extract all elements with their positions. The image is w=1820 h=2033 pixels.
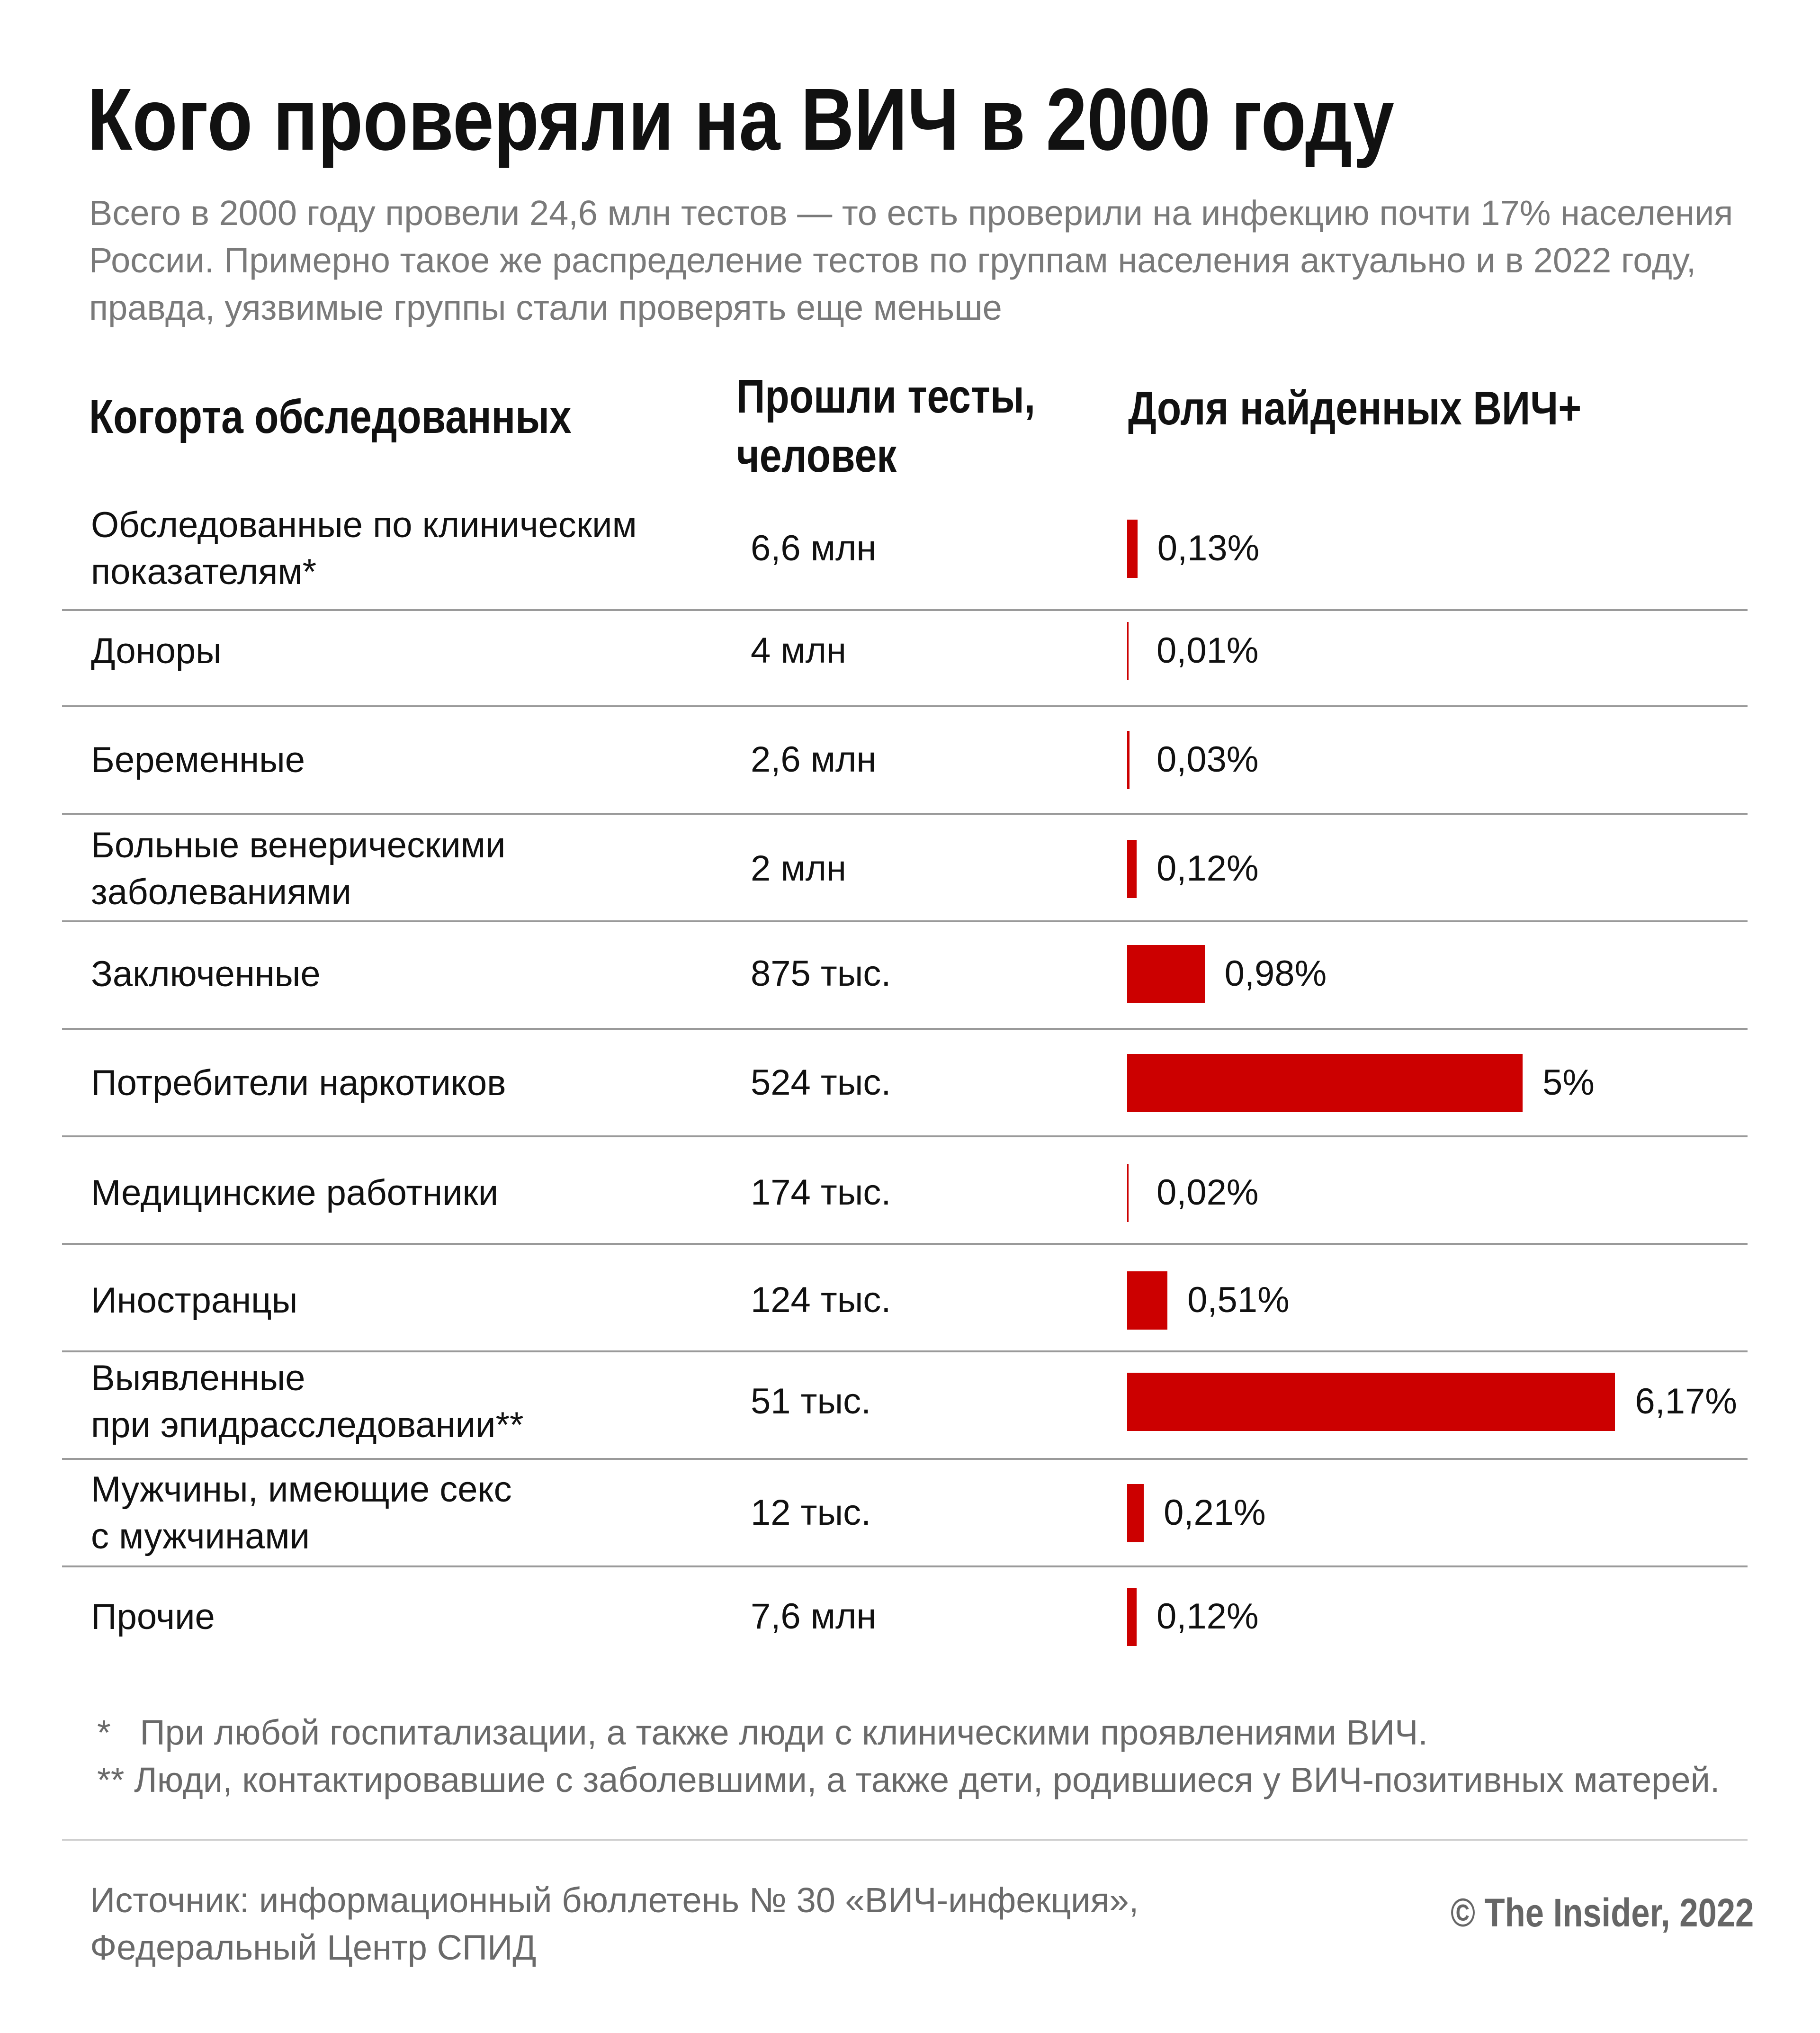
subtitle: Всего в 2000 году провели 24,6 млн тесто… xyxy=(89,189,1733,332)
footnote: ** Люди, контактировавшие с заболевшими,… xyxy=(97,1760,1720,1799)
tested-count: 4 млн xyxy=(751,630,846,671)
bar xyxy=(1127,1164,1129,1222)
header-cohort: Когорта обследованных xyxy=(89,387,663,447)
footnote: * При любой госпитализации, а также люди… xyxy=(97,1713,1428,1752)
row-label-line: Мужчины, имеющие секс xyxy=(91,1469,512,1510)
bar-label: 0,03% xyxy=(1157,739,1259,780)
row-label-line: Потребители наркотиков xyxy=(91,1062,506,1103)
bar xyxy=(1127,520,1138,578)
header-share: Доля найденных ВИЧ+ xyxy=(1128,379,1668,438)
row-divider xyxy=(62,1028,1748,1030)
tested-count: 2,6 млн xyxy=(751,739,877,780)
bar xyxy=(1127,1271,1168,1330)
footer-divider xyxy=(62,1839,1748,1841)
row-label: Выявленные при эпидрасследовании** xyxy=(91,1355,524,1448)
tested-count: 875 тыс. xyxy=(751,954,891,994)
bar-label: 0,12% xyxy=(1157,1596,1259,1637)
chart-title: Кого проверяли на ВИЧ в 2000 году xyxy=(87,76,1643,164)
row-label: Доноры xyxy=(91,628,222,675)
bar-label: 5% xyxy=(1542,1062,1595,1103)
chart-title-text: Кого проверяли на ВИЧ в 2000 году xyxy=(87,71,1394,169)
bar xyxy=(1127,622,1129,680)
row-divider xyxy=(62,1458,1748,1460)
tested-count: 174 тыс. xyxy=(751,1172,891,1213)
row-label-line: Беременные xyxy=(91,739,305,780)
row-label-line: Больные венерическими xyxy=(91,825,506,865)
bar-label: 0,02% xyxy=(1157,1172,1259,1213)
tested-count: 524 тыс. xyxy=(751,1062,891,1103)
row-label: Прочие xyxy=(91,1593,215,1640)
row-label-line: Иностранцы xyxy=(91,1280,298,1321)
tested-count: 12 тыс. xyxy=(751,1493,871,1533)
source-line: Федеральный Центр СПИД xyxy=(90,1928,537,1967)
row-label-line: Медицинские работники xyxy=(91,1172,499,1213)
row-divider xyxy=(62,1350,1748,1352)
row-divider xyxy=(62,609,1748,611)
subtitle-line: России. Примерно такое же распределение … xyxy=(89,241,1696,280)
header-tested-line: Прошли тесты, xyxy=(736,370,1036,423)
row-divider xyxy=(62,1135,1748,1137)
header-tested: Прошли тесты, человек xyxy=(736,367,1092,486)
row-label-line: при эпидрасследовании** xyxy=(91,1405,524,1445)
subtitle-line: Всего в 2000 году провели 24,6 млн тесто… xyxy=(89,193,1733,233)
bar-label: 0,12% xyxy=(1157,848,1259,889)
row-label: Беременные xyxy=(91,737,305,783)
bar xyxy=(1127,1588,1137,1646)
row-label: Потребители наркотиков xyxy=(91,1060,506,1106)
bar xyxy=(1127,731,1130,789)
tested-count: 6,6 млн xyxy=(751,528,877,568)
bar-label: 0,01% xyxy=(1157,630,1259,671)
bar xyxy=(1127,1054,1523,1112)
source: Источник: информационный бюллетень № 30 … xyxy=(90,1877,1139,1971)
bar-label: 6,17% xyxy=(1635,1381,1737,1421)
tested-count: 51 тыс. xyxy=(751,1381,871,1421)
row-label-line: с мужчинами xyxy=(91,1516,310,1556)
bar xyxy=(1127,1373,1615,1431)
row-label: Мужчины, имеющие секс с мужчинами xyxy=(91,1466,512,1560)
row-label-line: Заключенные xyxy=(91,954,321,994)
row-label-line: показателям* xyxy=(91,552,317,592)
header-tested-line: человек xyxy=(736,429,897,482)
row-label: Иностранцы xyxy=(91,1277,297,1324)
row-label-line: заболеваниями xyxy=(91,872,351,912)
source-line: Источник: информационный бюллетень № 30 … xyxy=(90,1880,1139,1920)
bar xyxy=(1127,945,1205,1003)
header-share-text: Доля найденных ВИЧ+ xyxy=(1128,382,1582,435)
row-label: Больные венерическими заболеваниями xyxy=(91,822,505,916)
tested-count: 2 млн xyxy=(751,848,846,889)
bar-label: 0,51% xyxy=(1187,1280,1290,1320)
copyright: © The Insider, 2022 xyxy=(1393,1890,1754,1936)
row-label: Медицинские работники xyxy=(91,1169,498,1216)
bar-label: 0,21% xyxy=(1164,1493,1266,1533)
row-label: Заключенные xyxy=(91,951,321,998)
bar-label: 0,98% xyxy=(1224,954,1327,994)
tested-count: 124 тыс. xyxy=(751,1280,891,1320)
header-cohort-text: Когорта обследованных xyxy=(89,390,572,443)
footnotes: * При любой госпитализации, а также люди… xyxy=(97,1709,1720,1804)
row-label-line: Прочие xyxy=(91,1596,215,1637)
row-divider xyxy=(62,1243,1748,1245)
bar xyxy=(1127,1484,1144,1542)
row-divider xyxy=(62,1565,1748,1567)
row-label-line: Обследованные по клиническим xyxy=(91,505,637,545)
copyright-text: © The Insider, 2022 xyxy=(1450,1890,1754,1935)
row-label-line: Доноры xyxy=(91,630,222,671)
tested-count: 7,6 млн xyxy=(751,1596,877,1637)
row-divider xyxy=(62,813,1748,815)
row-label-line: Выявленные xyxy=(91,1358,305,1398)
row-divider xyxy=(62,705,1748,707)
subtitle-line: правда, уязвимые группы стали проверять … xyxy=(89,288,1002,327)
row-divider xyxy=(62,920,1748,922)
bar-label: 0,13% xyxy=(1157,528,1260,568)
row-label: Обследованные по клиническим показателям* xyxy=(91,502,637,595)
bar xyxy=(1127,840,1137,898)
